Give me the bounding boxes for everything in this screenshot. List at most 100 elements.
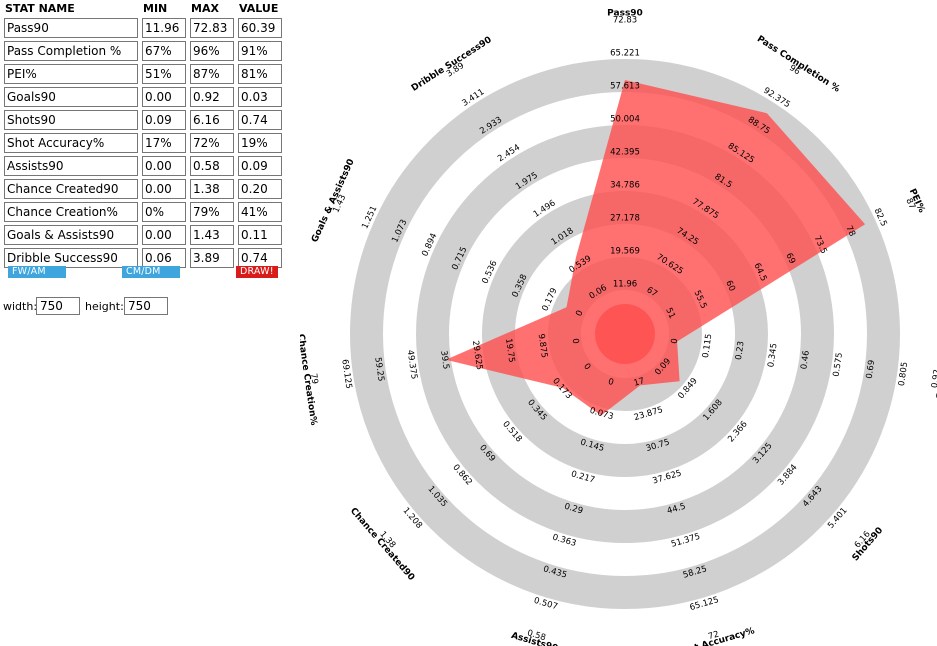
max-field[interactable]: 87% <box>190 64 234 84</box>
value-field[interactable]: 41% <box>238 202 282 222</box>
value-field[interactable]: 0.09 <box>238 156 282 176</box>
radar-tick-label: 50.004 <box>610 115 640 125</box>
max-field[interactable]: 0.58 <box>190 156 234 176</box>
radar-tick-label: 57.613 <box>610 82 640 92</box>
max-field[interactable]: 6.16 <box>190 110 234 130</box>
radar-tick-label: 19.569 <box>610 247 640 257</box>
min-field[interactable]: 0.00 <box>142 179 186 199</box>
stat-name-field[interactable]: Assists90 <box>4 156 138 176</box>
radar-tick-label: 72.83 <box>613 16 637 26</box>
radar-axis-label: Pass90 <box>607 9 643 19</box>
max-field[interactable]: 79% <box>190 202 234 222</box>
width-input[interactable]: 750 <box>36 297 80 315</box>
radar-tick-label: 78 <box>843 224 857 238</box>
header-min: MIN <box>143 2 168 15</box>
value-field[interactable]: 19% <box>238 133 282 153</box>
radar-tick-label: 27.178 <box>610 214 640 224</box>
radar-ring <box>350 59 900 609</box>
radar-tick-label: 39.5 <box>438 350 451 370</box>
radar-tick-label: 60 <box>723 279 737 293</box>
table-header-row: STAT NAME MIN MAX VALUE <box>4 2 282 15</box>
table-row: Goals90 0.00 0.92 0.03 <box>4 87 282 107</box>
draw-button[interactable]: DRAW! <box>236 266 278 278</box>
radar-tick-label: 17 <box>633 376 646 389</box>
cm-dm-template-button[interactable]: CM/DM TEMPLATE <box>122 266 181 289</box>
stat-name-field[interactable]: Chance Created90 <box>4 179 138 199</box>
stat-name-field[interactable]: Goals & Assists90 <box>4 225 138 245</box>
min-field[interactable]: 0.09 <box>142 110 186 130</box>
header-stat-name: STAT NAME <box>5 2 75 15</box>
stat-name-field[interactable]: Goals90 <box>4 87 138 107</box>
value-field[interactable]: 81% <box>238 64 282 84</box>
radar-tick-label: 72 <box>707 629 720 642</box>
radar-tick-label: 0.46 <box>799 350 812 370</box>
max-field[interactable]: 1.43 <box>190 225 234 245</box>
radar-tick-label: 0 <box>570 338 581 345</box>
max-field[interactable]: 0.92 <box>190 87 234 107</box>
radar-data-area <box>445 80 866 416</box>
min-field[interactable]: 0.00 <box>142 156 186 176</box>
table-row: Shot Accuracy% 17% 72% 19% <box>4 133 282 153</box>
radar-axis-label: Goals & Assists90 <box>310 158 357 245</box>
min-field[interactable]: 11.96 <box>142 18 186 38</box>
radar-tick-label: 9.875 <box>536 333 549 359</box>
stat-name-field[interactable]: Shot Accuracy% <box>4 133 138 153</box>
width-label: width: <box>3 300 38 313</box>
value-field[interactable]: 91% <box>238 41 282 61</box>
height-input[interactable]: 750 <box>124 297 168 315</box>
table-row: Pass Completion % 67% 96% 91% <box>4 41 282 61</box>
radar-tick-label: 0.805 <box>897 361 910 387</box>
table-row: Assists90 0.00 0.58 0.09 <box>4 156 282 176</box>
max-field[interactable]: 72.83 <box>190 18 234 38</box>
radar-tick-label: 34.786 <box>610 181 640 191</box>
radar-tick-label: 69.125 <box>339 359 353 390</box>
height-label: height: <box>85 300 124 313</box>
value-field[interactable]: 0.74 <box>238 248 282 268</box>
value-field[interactable]: 0.20 <box>238 179 282 199</box>
stat-name-field[interactable]: Dribble Success90 <box>4 248 138 268</box>
max-field[interactable]: 72% <box>190 133 234 153</box>
radar-tick-label: 0 <box>581 362 592 373</box>
value-field[interactable]: 0.74 <box>238 110 282 130</box>
min-field[interactable]: 0.00 <box>142 87 186 107</box>
stat-name-field[interactable]: Pass90 <box>4 18 138 38</box>
stat-name-field[interactable]: Pass Completion % <box>4 41 138 61</box>
table-row: Chance Creation% 0% 79% 41% <box>4 202 282 222</box>
radar-tick-label: 79 <box>308 373 319 385</box>
min-field[interactable]: 51% <box>142 64 186 84</box>
radar-tick-label: 0.69 <box>865 359 878 379</box>
radar-tick-label: 0.575 <box>832 352 845 378</box>
table-row: PEI% 51% 87% 81% <box>4 64 282 84</box>
radar-tick-label: 0 <box>574 309 585 318</box>
radar-axis-label: Dribble Success90 <box>410 35 494 94</box>
max-field[interactable]: 96% <box>190 41 234 61</box>
min-field[interactable]: 0.00 <box>142 225 186 245</box>
stats-table: STAT NAME MIN MAX VALUE Pass90 11.96 72.83… <box>0 0 286 271</box>
value-field[interactable]: 60.39 <box>238 18 282 38</box>
max-field[interactable]: 1.38 <box>190 179 234 199</box>
min-field[interactable]: 17% <box>142 133 186 153</box>
radar-tick-label: 0.23 <box>734 340 747 360</box>
table-row: Dribble Success90 0.06 3.89 0.74 <box>4 248 282 268</box>
stat-name-field[interactable]: Shots90 <box>4 110 138 130</box>
radar-tick-label: 0 <box>670 338 681 345</box>
stat-name-field[interactable]: PEI% <box>4 64 138 84</box>
radar-tick-label: 87 <box>903 197 917 211</box>
fw-am-template-button[interactable]: FW/AM TEMPLATE <box>8 266 67 289</box>
header-value: VALUE <box>239 2 279 15</box>
radar-tick-label: 59.25 <box>372 357 385 383</box>
min-field[interactable]: 67% <box>142 41 186 61</box>
header-max: MAX <box>191 2 219 15</box>
min-field[interactable]: 0.06 <box>142 248 186 268</box>
min-field[interactable]: 0% <box>142 202 186 222</box>
radar-tick-label: 19.75 <box>503 338 516 364</box>
value-field[interactable]: 0.11 <box>238 225 282 245</box>
radar-tick-label: 0.115 <box>701 333 714 359</box>
radar-chart: 11.96 19.569 27.178 34.786 42.395 50.004 57.61… <box>300 9 937 646</box>
radar-tick-label: 11.96 <box>613 280 637 290</box>
value-field[interactable]: 0.03 <box>238 87 282 107</box>
max-field[interactable]: 3.89 <box>190 248 234 268</box>
table-row: Chance Created90 0.00 1.38 0.20 <box>4 179 282 199</box>
stat-name-field[interactable]: Chance Creation% <box>4 202 138 222</box>
table-row: Pass90 11.96 72.83 60.39 <box>4 18 282 38</box>
